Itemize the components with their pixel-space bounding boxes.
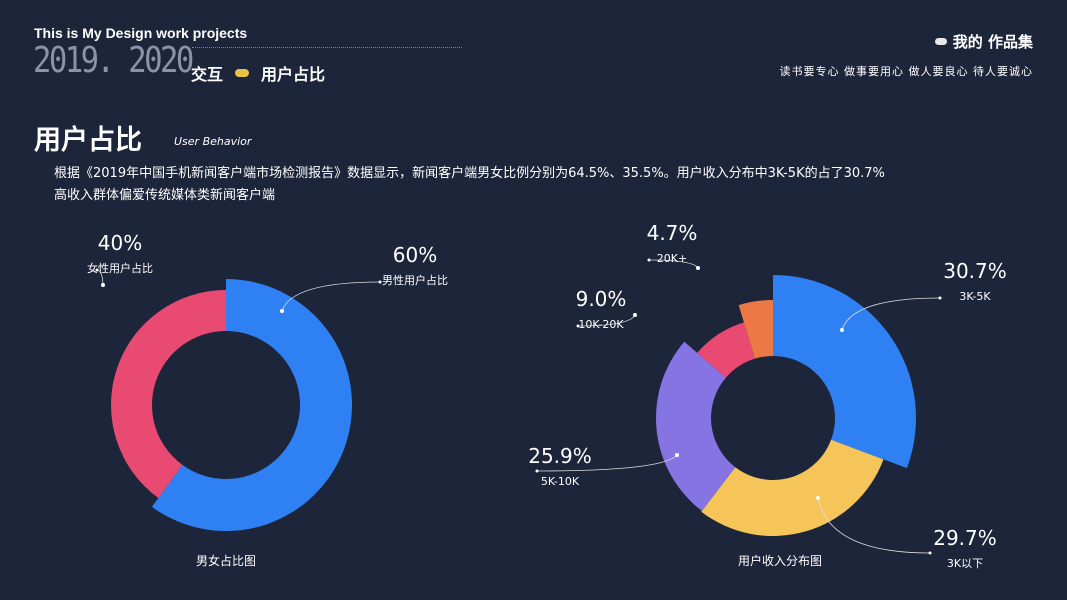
slice-1-2 bbox=[111, 290, 226, 499]
slice-2-2 bbox=[701, 439, 884, 536]
leader-end-dot bbox=[647, 258, 651, 262]
motto: 读书要专心 做事要用心 做人要良心 待人要诚心 bbox=[779, 65, 1033, 78]
leader-dot bbox=[816, 496, 820, 500]
value-label: 9.0% bbox=[576, 287, 627, 311]
brand: 我的 作品集 bbox=[934, 31, 1033, 52]
leader-line bbox=[536, 454, 678, 472]
value-label: 25.9% bbox=[528, 444, 592, 468]
separator-dot-icon bbox=[235, 69, 250, 77]
leader-line bbox=[841, 297, 941, 331]
category-label: 20K+ bbox=[657, 252, 687, 265]
dot-icon bbox=[934, 38, 947, 45]
category-label: 3K-5K bbox=[959, 290, 991, 303]
description: 根据《2019年中国手机新闻客户端市场检测报告》数据显示，新闻客户端男女比例分别… bbox=[54, 166, 885, 203]
leader-end-dot bbox=[535, 469, 539, 473]
slice-2-3 bbox=[656, 341, 736, 511]
slice-2-5 bbox=[738, 300, 773, 359]
leader-end-dot bbox=[378, 280, 382, 284]
slice-2-1 bbox=[773, 275, 916, 469]
leader-end-dot bbox=[576, 324, 580, 328]
leader-end-dot bbox=[938, 296, 942, 300]
breadcrumb-page: 用户占比 bbox=[261, 65, 326, 84]
leader-dot bbox=[696, 266, 700, 270]
category-label: 5K-10K bbox=[541, 475, 580, 488]
leader-dot bbox=[675, 453, 679, 457]
value-label: 60% bbox=[393, 243, 437, 267]
breadcrumb-section: 交互 bbox=[191, 65, 224, 84]
category-label: 10K-20K bbox=[578, 318, 624, 331]
leader-line bbox=[817, 497, 931, 554]
brand-text: 我的 作品集 bbox=[952, 33, 1033, 51]
chart-title: 用户收入分布图 bbox=[738, 553, 822, 568]
leader-dot bbox=[633, 313, 637, 317]
value-label: 4.7% bbox=[647, 221, 698, 245]
leader-dot bbox=[840, 328, 844, 332]
leader-end-dot bbox=[95, 268, 99, 272]
divider bbox=[192, 47, 462, 48]
leader-dot bbox=[101, 283, 105, 287]
leader-dot bbox=[280, 309, 284, 313]
category-label: 3K以下 bbox=[947, 557, 983, 570]
leader-line bbox=[281, 281, 381, 312]
tagline: This is My Design work projects bbox=[34, 25, 248, 41]
chart-title: 男女占比图 bbox=[196, 553, 256, 568]
leader-end-dot bbox=[928, 551, 932, 555]
slice-1-1 bbox=[151, 279, 352, 531]
page-title: 用户占比 bbox=[34, 125, 142, 156]
breadcrumb: 交互 用户占比 bbox=[191, 61, 325, 85]
category-label: 女性用户占比 bbox=[87, 261, 153, 275]
page-subtitle: User Behavior bbox=[174, 135, 252, 148]
value-label: 30.7% bbox=[943, 259, 1007, 283]
category-label: 男性用户占比 bbox=[382, 273, 448, 287]
leader-line bbox=[577, 314, 636, 327]
value-label: 29.7% bbox=[933, 526, 997, 550]
slice-2-4 bbox=[697, 322, 755, 378]
year-range: 2019. 2020 bbox=[33, 40, 194, 81]
value-label: 40% bbox=[98, 231, 142, 255]
